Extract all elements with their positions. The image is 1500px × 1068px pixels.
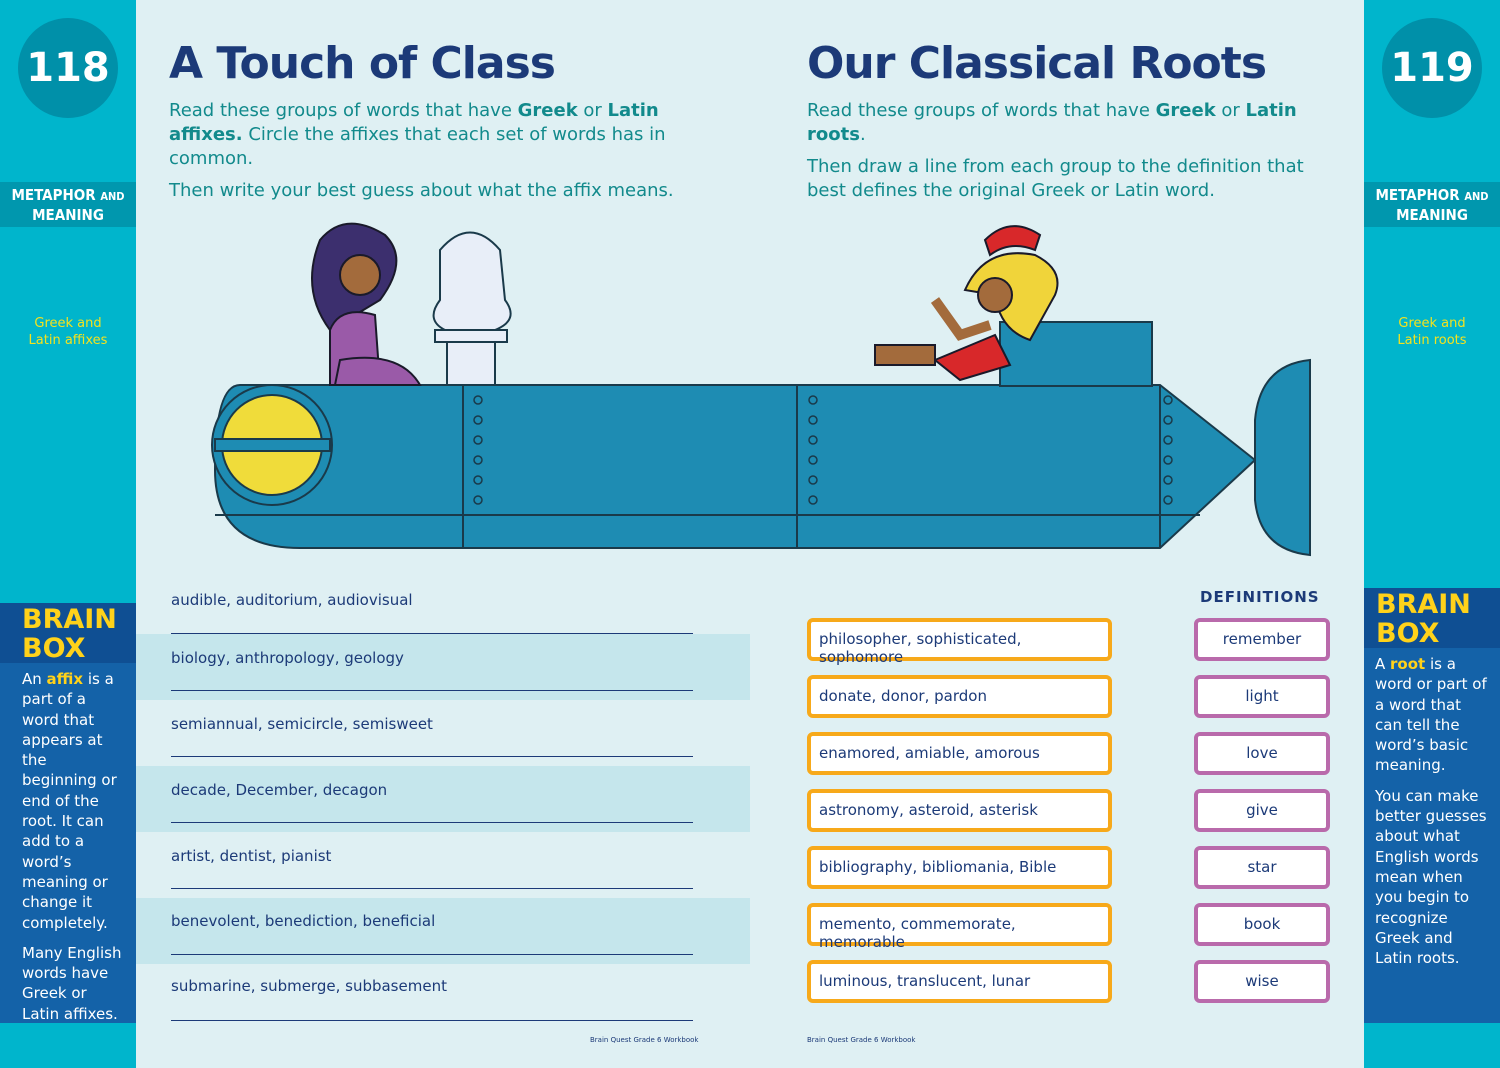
- answer-line[interactable]: [171, 1020, 693, 1021]
- brain-box: BRAIN BOX An affix is a part of a word th…: [0, 603, 136, 1023]
- brain-box-text: A root is a word or part of a word that …: [1375, 655, 1487, 968]
- footer-credit: Brain Quest Grade 6 Workbook: [590, 1036, 699, 1044]
- definition-box[interactable]: give: [1194, 789, 1330, 832]
- submarine-illustration: [211, 222, 1311, 557]
- word-group: semiannual, semicircle, semisweet: [171, 715, 433, 733]
- word-group-row: benevolent, benediction, beneficial: [136, 898, 750, 964]
- word-group: artist, dentist, pianist: [171, 847, 332, 865]
- answer-line[interactable]: [171, 633, 693, 634]
- word-group: biology, anthropology, geology: [171, 649, 404, 667]
- word-group: submarine, submerge, subbasement: [171, 977, 447, 995]
- topic-label: Greek and Latin affixes: [28, 316, 108, 348]
- word-group-row: decade, December, decagon: [136, 766, 750, 832]
- word-group-row: biology, anthropology, geology: [136, 634, 750, 700]
- word-group-row: audible, auditorium, audiovisual: [136, 577, 750, 643]
- root-group-box[interactable]: enamored, amiable, amorous: [807, 732, 1112, 775]
- word-group: benevolent, benediction, beneficial: [171, 912, 436, 930]
- word-group: audible, auditorium, audiovisual: [171, 591, 413, 609]
- definition-box[interactable]: wise: [1194, 960, 1330, 1003]
- section-word: MEANING: [32, 206, 104, 224]
- girl-figure: [311, 222, 422, 386]
- root-group-box[interactable]: astronomy, asteroid, asterisk: [807, 789, 1112, 832]
- brain-box-title: BRAIN BOX: [1364, 588, 1500, 648]
- word-group-row: semiannual, semicircle, semisweet: [136, 700, 750, 766]
- definition-box[interactable]: star: [1194, 846, 1330, 889]
- bust-statue: [432, 231, 512, 386]
- brain-box-text: An affix is a part of a word that appear…: [22, 670, 122, 1023]
- page-title: A Touch of Class: [169, 38, 556, 89]
- definition-box[interactable]: book: [1194, 903, 1330, 946]
- definition-box[interactable]: love: [1194, 732, 1330, 775]
- word-group: decade, December, decagon: [171, 781, 388, 799]
- word-group-row: artist, dentist, pianist: [136, 832, 750, 898]
- word-group-row: submarine, submerge, subbasement: [136, 964, 750, 1030]
- topic-label: Greek and Latin roots: [1397, 316, 1467, 348]
- page-title: Our Classical Roots: [807, 38, 1267, 89]
- root-group-box[interactable]: philosopher, sophisticated, sophomore: [807, 618, 1112, 666]
- root-group-box[interactable]: luminous, translucent, lunar: [807, 960, 1112, 1003]
- page-number: 118: [18, 18, 118, 118]
- root-group-box[interactable]: memento, commemorate, memorable: [807, 903, 1112, 951]
- right-sidebar: 119 METAPHOR AND MEANING Greek and Latin …: [1364, 0, 1500, 1068]
- answer-line[interactable]: [171, 954, 693, 955]
- definition-box[interactable]: light: [1194, 675, 1330, 718]
- section-word: AND: [100, 190, 125, 203]
- soldier-figure: [874, 225, 1059, 382]
- answer-line[interactable]: [171, 756, 693, 757]
- brain-box-title: BRAIN BOX: [0, 603, 136, 663]
- section-word: METAPHOR: [11, 186, 96, 204]
- answer-line[interactable]: [171, 690, 693, 691]
- root-group-box[interactable]: bibliography, bibliomania, Bible: [807, 846, 1112, 889]
- answer-line[interactable]: [171, 888, 693, 889]
- definition-box[interactable]: remember: [1194, 618, 1330, 661]
- left-sidebar: 118 METAPHOR AND MEANING Greek and Latin …: [0, 0, 136, 1068]
- page-number: 119: [1382, 18, 1482, 118]
- answer-line[interactable]: [171, 822, 693, 823]
- footer-credit: Brain Quest Grade 6 Workbook: [807, 1036, 916, 1044]
- instructions: Read these groups of words that have Gre…: [169, 100, 674, 201]
- root-group-box[interactable]: donate, donor, pardon: [807, 675, 1112, 718]
- section-label: METAPHOR AND MEANING: [0, 182, 136, 227]
- definitions-heading: DEFINITIONS: [1200, 588, 1320, 606]
- brain-box: BRAIN BOX A root is a word or part of a w…: [1364, 588, 1500, 1023]
- section-label: METAPHOR AND MEANING: [1364, 182, 1500, 227]
- instructions: Read these groups of words that have Gre…: [807, 100, 1304, 201]
